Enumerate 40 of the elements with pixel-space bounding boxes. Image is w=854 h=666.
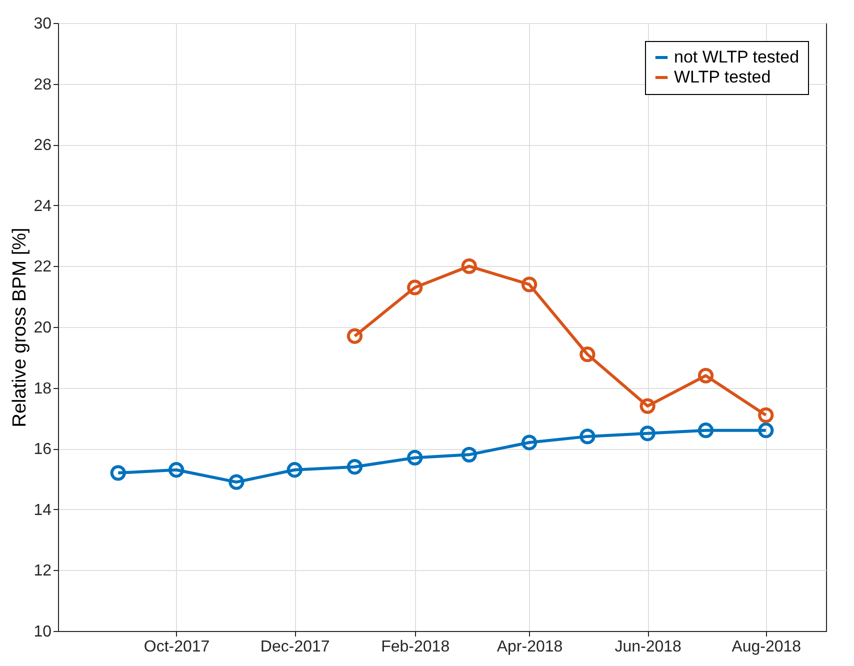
point xyxy=(758,422,774,438)
point xyxy=(698,368,714,384)
x-tick-label: Aug-2018 xyxy=(732,638,802,656)
point xyxy=(461,258,477,274)
point xyxy=(698,422,714,438)
y-tick-label: 18 xyxy=(34,380,52,398)
y-tick-label: 22 xyxy=(34,258,52,276)
point xyxy=(580,346,596,362)
y-tick-label: 16 xyxy=(34,441,52,458)
point xyxy=(521,434,538,450)
y-axis-title: Relative gross BPM [%] xyxy=(10,228,31,428)
y-tick-label: 10 xyxy=(34,624,52,640)
point xyxy=(407,450,423,466)
x-tick-label: Jun-2018 xyxy=(614,638,682,656)
legend-label: not WLTP tested xyxy=(674,48,800,66)
y-tick-label: 14 xyxy=(34,502,52,519)
x-tick-label: Feb-2018 xyxy=(381,638,450,656)
y-tick-label: 12 xyxy=(34,562,52,580)
legend-label: WLTP tested xyxy=(674,68,771,86)
point xyxy=(228,474,244,490)
point xyxy=(461,446,477,462)
point xyxy=(580,428,596,444)
point xyxy=(640,426,656,442)
y-tick-label: 30 xyxy=(34,16,52,32)
point xyxy=(346,459,363,475)
point xyxy=(407,280,423,296)
point xyxy=(346,328,363,344)
point xyxy=(168,462,184,478)
point xyxy=(758,407,774,423)
point xyxy=(521,276,538,292)
y-tick-label: 24 xyxy=(34,198,52,215)
y-tick-label: 28 xyxy=(34,76,52,94)
point xyxy=(286,462,302,478)
point xyxy=(640,398,656,414)
y-tick-label: 20 xyxy=(34,320,52,336)
x-tick-label: Oct-2017 xyxy=(144,638,210,656)
x-tick-label: Dec-2017 xyxy=(260,638,330,656)
y-tick-label: 26 xyxy=(34,137,52,154)
x-tick-label: Apr-2018 xyxy=(496,638,563,656)
point xyxy=(110,465,126,481)
